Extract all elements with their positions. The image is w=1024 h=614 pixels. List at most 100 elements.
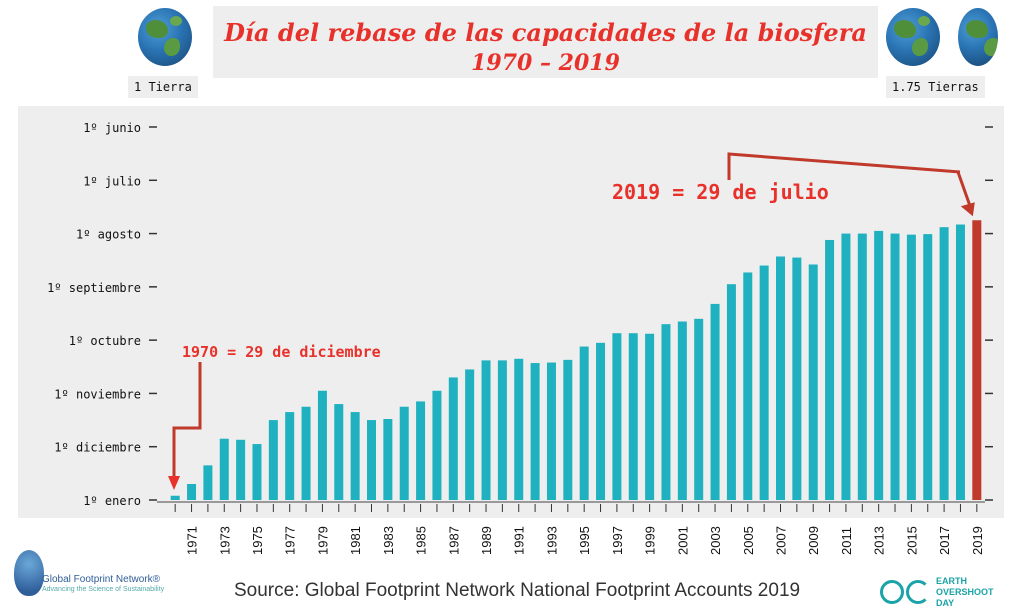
- y-tick-label: 1º agosto: [76, 228, 141, 242]
- y-tick-label: 1º noviembre: [54, 387, 141, 401]
- annotation-1970: 1970 = 29 de diciembre: [182, 343, 381, 361]
- bar-1987: [448, 377, 458, 500]
- y-tick-label: 1º diciembre: [54, 441, 141, 455]
- bar-2010: [825, 239, 835, 501]
- bar-1995: [579, 346, 589, 500]
- y-tick-label: 1º julio: [83, 174, 141, 188]
- earth-globe-icon: [886, 8, 940, 66]
- bar-2015: [906, 234, 916, 500]
- bar-1993: [546, 362, 556, 500]
- x-tick-label: 1997: [610, 526, 625, 555]
- bar-2014: [890, 233, 900, 501]
- bar-1999: [645, 333, 655, 500]
- bar-2012: [857, 233, 867, 501]
- chart-subtitle: 1970 – 2019: [471, 50, 620, 76]
- annotation-2019: 2019 = 29 de julio: [612, 180, 829, 204]
- y-tick-label: 1º octubre: [69, 334, 141, 348]
- x-tick-label: 1989: [479, 526, 494, 555]
- right-globe-label: 1.75 Tierras: [886, 76, 985, 98]
- x-tick-label: 1975: [250, 526, 265, 555]
- x-tick-label: 1981: [348, 526, 363, 555]
- x-tick-label: 2009: [806, 526, 821, 555]
- bar-1980: [334, 404, 344, 500]
- x-tick-label: 1999: [643, 526, 658, 555]
- bar-2008: [792, 257, 802, 500]
- global-footprint-network-logo: Global Footprint Network® Advancing the …: [14, 548, 184, 608]
- x-tick-label: 2019: [970, 526, 985, 555]
- x-tick-label: 1991: [512, 526, 527, 555]
- bar-2002: [694, 318, 704, 500]
- bar-2019: [972, 220, 982, 500]
- bar-1979: [317, 390, 327, 500]
- bar-1975: [252, 444, 262, 500]
- bar-1986: [432, 390, 442, 500]
- bar-2016: [923, 234, 933, 500]
- bar-1983: [383, 419, 393, 500]
- bar-2006: [759, 265, 769, 500]
- x-tick-label: 1995: [577, 526, 592, 555]
- bar-1985: [416, 401, 426, 500]
- x-tick-label: 2007: [774, 526, 789, 555]
- footprint-icon: [14, 550, 44, 596]
- bar-1984: [399, 406, 409, 500]
- x-tick-label: 1973: [217, 526, 232, 555]
- bar-2007: [776, 256, 785, 500]
- bar-1976: [268, 420, 278, 500]
- bar-1981: [350, 412, 360, 500]
- bar-2004: [726, 284, 736, 500]
- bar-2003: [710, 303, 720, 500]
- bar-1998: [628, 333, 638, 500]
- bar-1988: [465, 369, 475, 500]
- bar-1989: [481, 360, 491, 500]
- x-tick-label: 2001: [675, 526, 690, 555]
- bar-2011: [841, 233, 851, 501]
- bar-2005: [743, 272, 753, 500]
- x-tick-label: 2011: [839, 527, 854, 555]
- bar-1982: [367, 420, 376, 500]
- x-tick-label: 2015: [904, 526, 919, 555]
- source-note: Source: Global Footprint Network Nationa…: [234, 580, 801, 601]
- x-tick-label: 1977: [283, 526, 298, 555]
- earth-globe-icon: [138, 8, 192, 66]
- annotation-arrow-1970: [172, 362, 202, 480]
- partial-earth-globe-icon: [958, 8, 998, 66]
- bar-2001: [677, 321, 687, 500]
- loop-arrow-icon: [906, 580, 930, 604]
- bar-1992: [530, 363, 540, 500]
- bar-2017: [939, 227, 949, 501]
- bar-1991: [514, 358, 524, 500]
- left-globe-label: 1 Tierra: [128, 76, 198, 98]
- bar-1970: [170, 495, 180, 500]
- bar-2009: [808, 264, 818, 500]
- chart-area: [18, 106, 1004, 518]
- bar-1973: [219, 438, 229, 500]
- bar-1974: [236, 439, 246, 500]
- x-tick-label: 2013: [872, 526, 887, 555]
- bar-1972: [203, 465, 213, 500]
- bar-1990: [497, 360, 507, 500]
- x-tick-label: 1971: [185, 526, 200, 555]
- globe-outline-icon: [880, 580, 904, 604]
- bar-1997: [612, 333, 622, 500]
- y-tick-label: 1º junio: [83, 121, 141, 135]
- title-box: Día del rebase de las capacidades de la …: [213, 6, 878, 78]
- annotation-arrow-2019: [727, 152, 961, 180]
- x-tick-label: 1983: [381, 526, 396, 555]
- bar-2018: [955, 224, 965, 500]
- bar-1978: [301, 406, 311, 500]
- annotation-arrow-2019-tail: [956, 171, 973, 209]
- chart-title: Día del rebase de las capacidades de la …: [224, 18, 867, 47]
- bar-1977: [285, 412, 295, 500]
- x-tick-label: 1987: [446, 526, 461, 555]
- bar-1971: [187, 484, 197, 500]
- x-tick-label: 2005: [741, 526, 756, 555]
- earth-overshoot-day-logo: EARTH OVERSHOOT DAY: [880, 576, 1010, 612]
- x-tick-label: 2017: [937, 526, 952, 555]
- y-tick-label: 1º enero: [83, 494, 141, 508]
- arrowhead-1970: [168, 476, 180, 490]
- bar-1996: [596, 342, 606, 500]
- y-tick-label: 1º septiembre: [47, 281, 141, 295]
- bar-1994: [563, 359, 573, 500]
- bar-2000: [661, 324, 671, 500]
